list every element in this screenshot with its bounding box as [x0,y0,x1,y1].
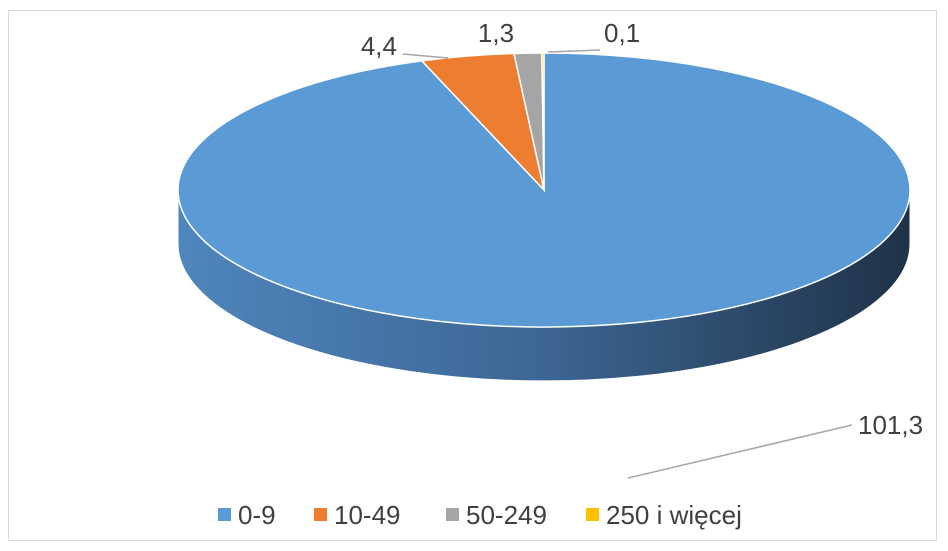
legend-swatch-3 [586,508,599,521]
legend-item-2: 50-249 [446,500,547,530]
legend-label-1: 10-49 [334,500,401,530]
leader-line-1 [402,53,449,59]
legend: 0-9 10-49 50-249 250 i więcej [218,500,742,530]
data-label-1: 4,4 [361,31,397,61]
legend-swatch-2 [446,508,459,521]
legend-swatch-1 [314,508,327,521]
data-label-2: 1,3 [478,18,514,48]
leader-line-0 [627,424,853,479]
legend-item-1: 10-49 [314,500,401,530]
legend-item-0: 0-9 [218,500,276,530]
leader-line-3 [547,49,601,53]
legend-label-2: 50-249 [466,500,547,530]
legend-label-3: 250 i więcej [606,500,742,530]
data-label-0: 101,3 [858,410,923,440]
data-label-3: 0,1 [604,18,640,48]
legend-swatch-0 [218,508,231,521]
legend-label-0: 0-9 [238,500,276,530]
pie-slice-3 [541,52,545,191]
legend-item-3: 250 i więcej [586,500,742,530]
